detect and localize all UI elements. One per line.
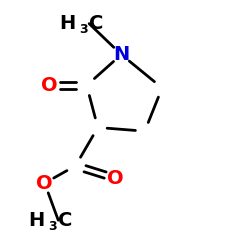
Text: O: O	[36, 174, 53, 193]
Text: N: N	[113, 45, 130, 64]
Text: C: C	[58, 211, 72, 230]
Text: O: O	[41, 76, 58, 95]
Text: 3: 3	[79, 23, 88, 36]
Text: H: H	[59, 14, 76, 33]
Text: H: H	[28, 211, 45, 230]
Text: C: C	[89, 14, 104, 33]
Text: 3: 3	[48, 220, 57, 233]
Text: O: O	[107, 169, 124, 188]
